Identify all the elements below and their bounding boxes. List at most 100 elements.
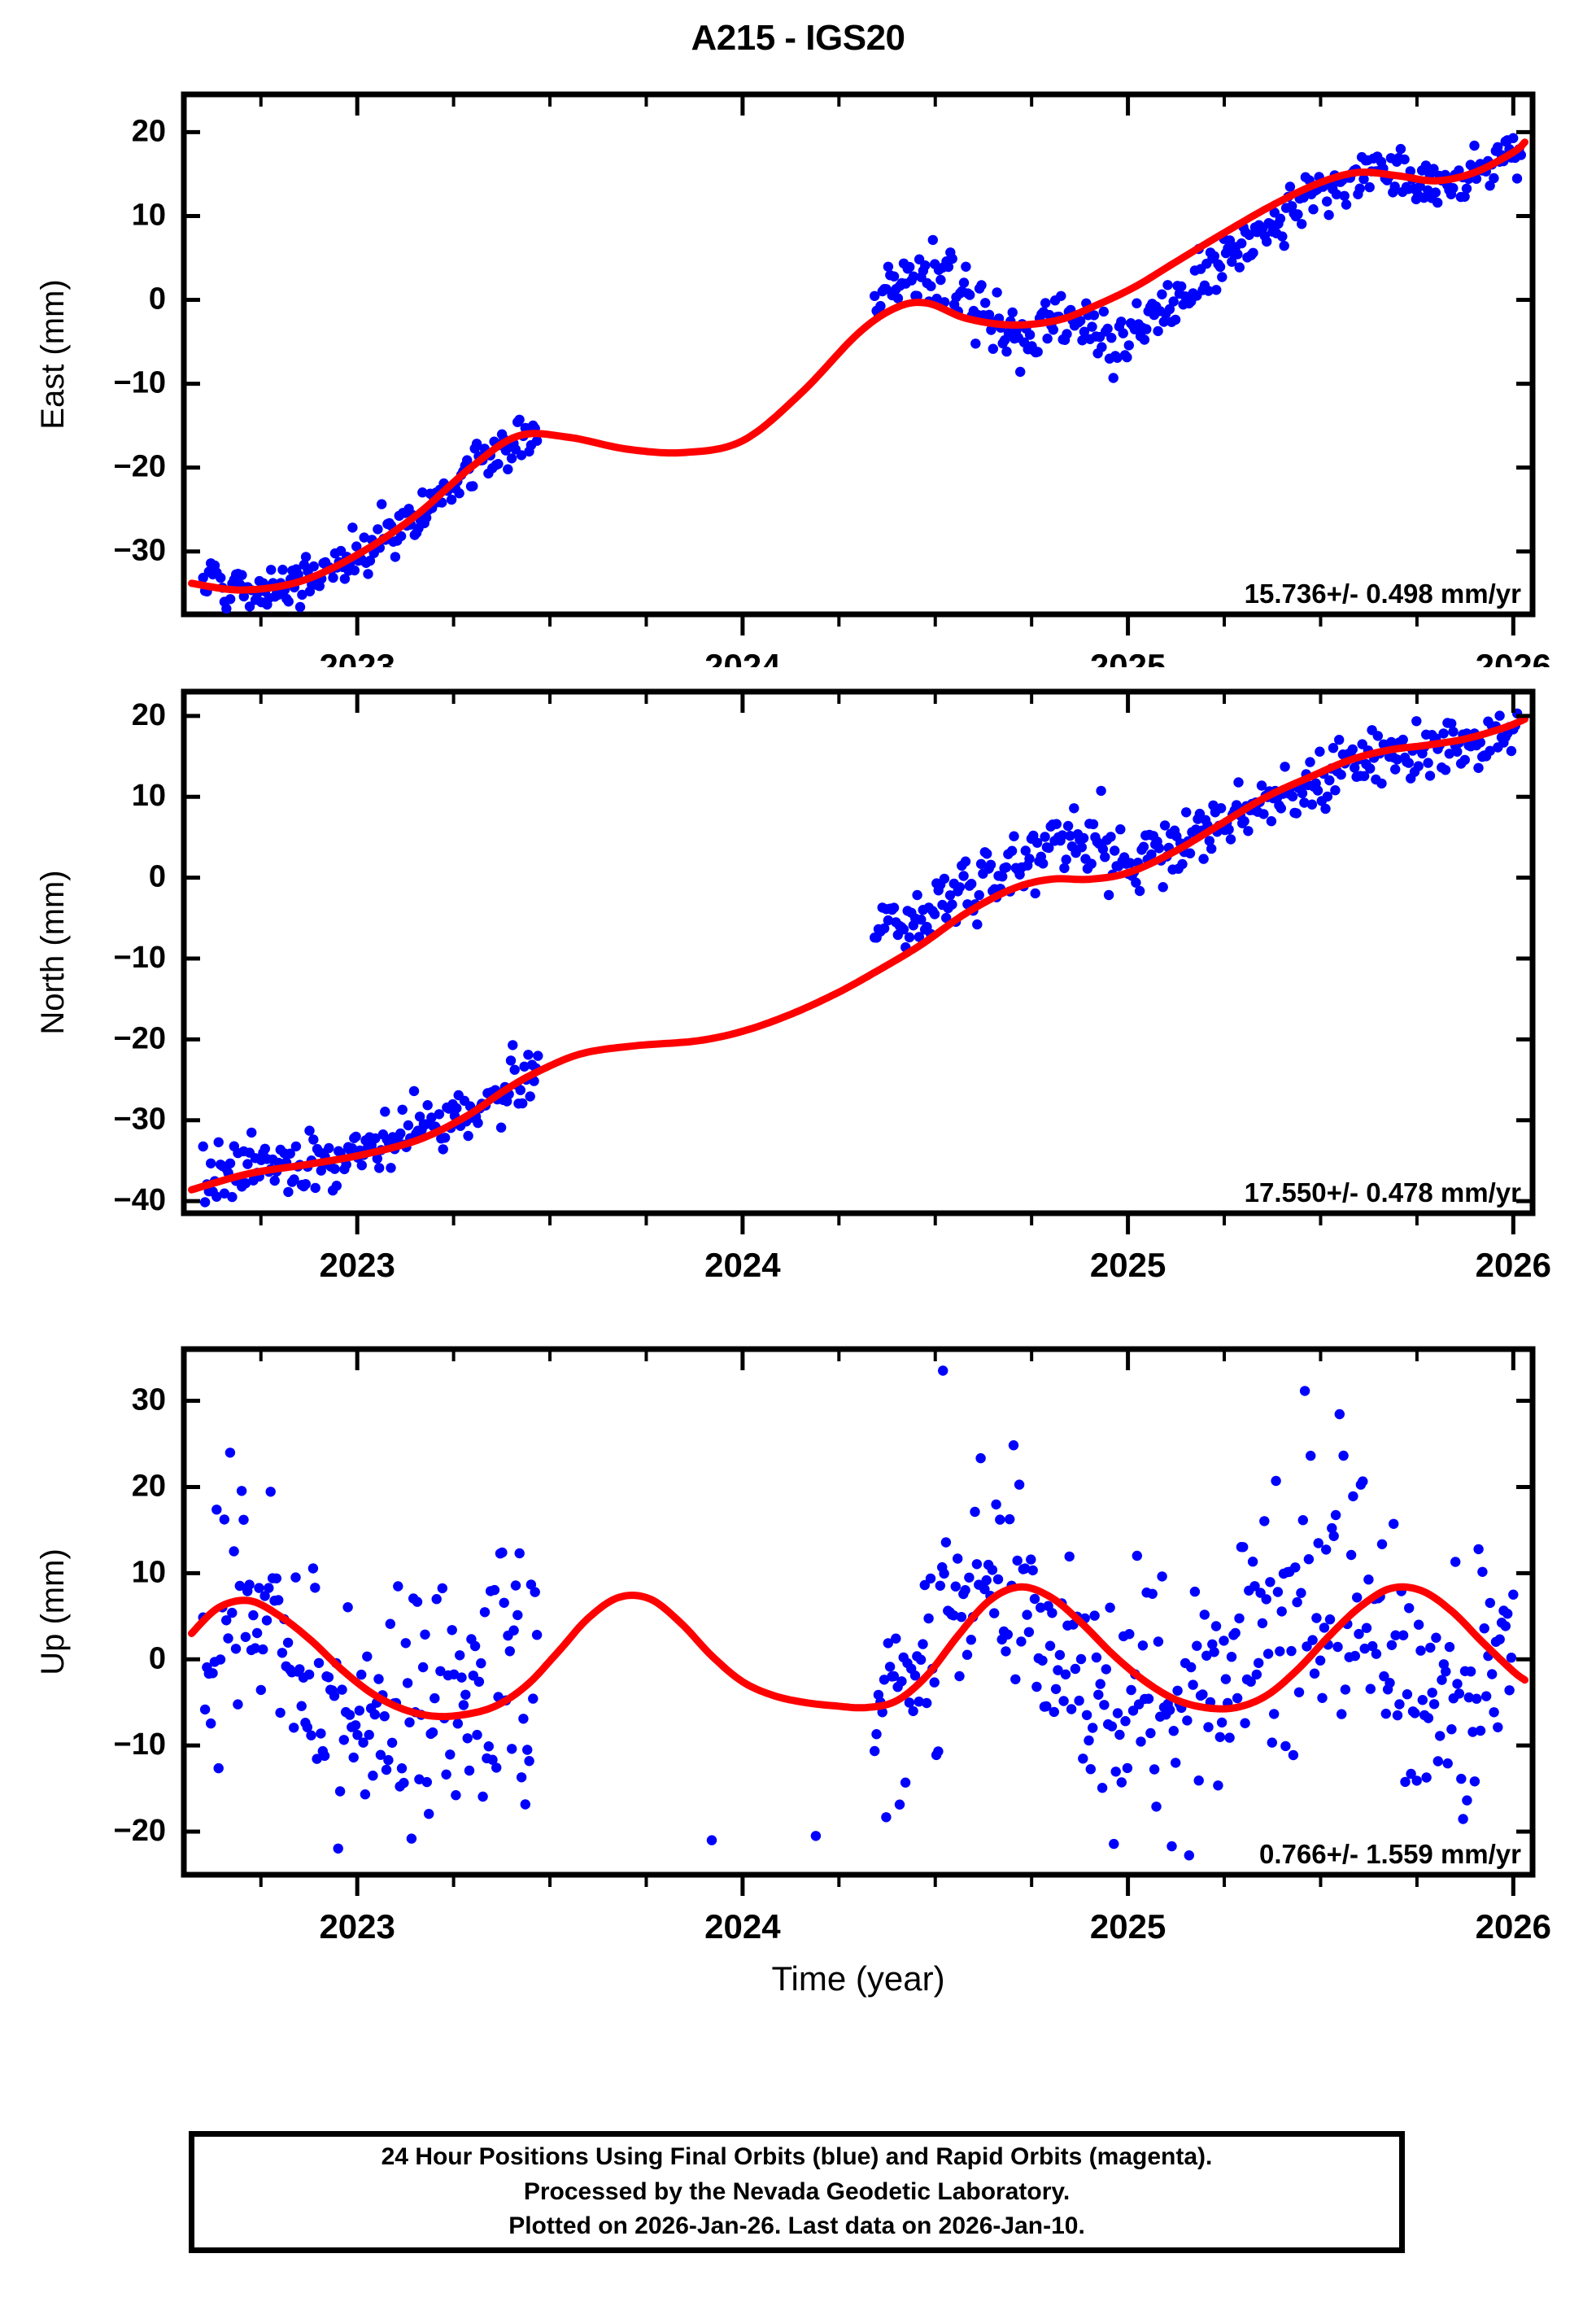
data-point	[1110, 845, 1120, 856]
data-point	[1459, 754, 1471, 766]
data-point	[512, 1609, 523, 1621]
data-point	[1109, 1838, 1119, 1850]
data-point	[1024, 854, 1035, 864]
data-point	[393, 1581, 403, 1592]
data-point	[385, 1618, 395, 1629]
data-point	[1411, 1775, 1422, 1786]
data-point	[406, 1833, 417, 1844]
data-point	[1494, 1634, 1505, 1644]
data-point	[307, 1563, 319, 1574]
data-point	[970, 1506, 980, 1518]
data-point	[987, 1565, 998, 1575]
data-point	[211, 1191, 222, 1202]
data-point	[1317, 1692, 1328, 1703]
data-point	[1494, 710, 1505, 721]
data-point	[1098, 306, 1110, 317]
data-point	[1417, 1695, 1428, 1705]
data-point	[462, 1733, 473, 1744]
data-point	[1172, 1685, 1183, 1696]
data-point	[302, 1722, 312, 1732]
data-point	[530, 1587, 540, 1597]
data-point	[342, 1602, 353, 1613]
panel-north: 20 10 0 −10 −20 −30 −40 2023 2024 2025 2026 North (…	[35, 688, 1551, 1284]
data-point	[1162, 280, 1173, 290]
data-point	[879, 923, 890, 934]
data-point	[1102, 323, 1113, 334]
data-point	[246, 1127, 257, 1138]
data-point	[954, 1671, 965, 1682]
data-point	[1064, 1551, 1075, 1562]
data-point	[334, 1786, 346, 1797]
data-point	[1153, 843, 1165, 854]
data-point	[935, 274, 946, 286]
data-point	[1386, 736, 1397, 748]
data-point	[1272, 1587, 1284, 1597]
data-point	[1239, 816, 1249, 827]
data-point	[1493, 1722, 1503, 1732]
data-point	[519, 1061, 530, 1072]
data-point	[199, 1197, 211, 1208]
data-point	[1364, 181, 1375, 193]
data-point	[929, 1677, 940, 1688]
data-point	[1014, 1479, 1025, 1490]
data-point	[1166, 1841, 1177, 1852]
data-point	[348, 1752, 359, 1763]
data-point	[954, 882, 966, 893]
data-point	[881, 1812, 892, 1823]
data-point	[271, 1573, 281, 1583]
data-point	[308, 1134, 319, 1145]
plot-data-area	[188, 133, 1528, 614]
data-point	[947, 253, 957, 264]
data-point	[1126, 1684, 1136, 1696]
data-point	[417, 487, 428, 498]
data-point	[1354, 1628, 1364, 1640]
data-point	[333, 1843, 343, 1854]
plot-frame	[181, 688, 1536, 1216]
data-point	[374, 1163, 385, 1173]
data-point	[1485, 1597, 1496, 1609]
data-point	[927, 234, 939, 246]
data-point	[514, 414, 525, 425]
data-point	[1247, 1557, 1258, 1567]
data-point	[329, 1691, 340, 1701]
x-tick-label: 2026	[1476, 647, 1551, 667]
data-point	[1171, 1758, 1181, 1768]
data-point	[1220, 1674, 1232, 1684]
data-point	[1108, 373, 1119, 383]
data-point	[294, 601, 306, 613]
data-point	[1116, 1777, 1127, 1788]
data-point	[1203, 286, 1214, 296]
data-point	[439, 1133, 451, 1143]
y-tick-label: −20	[114, 1021, 166, 1055]
data-point	[1339, 190, 1350, 201]
x-tick-label: 2024	[704, 1907, 781, 1946]
data-point	[350, 1720, 361, 1731]
data-point	[1147, 1588, 1158, 1599]
data-point	[1413, 761, 1424, 771]
data-point	[1313, 1538, 1323, 1548]
data-point	[323, 1672, 334, 1683]
data-point	[1376, 778, 1387, 789]
data-point	[956, 1612, 967, 1622]
data-point	[1168, 1726, 1180, 1736]
data-point	[1306, 799, 1318, 810]
data-point	[1423, 758, 1433, 768]
data-point	[1097, 1783, 1108, 1793]
data-point	[1506, 1653, 1517, 1663]
data-point	[285, 1148, 295, 1159]
data-point	[986, 325, 996, 335]
data-point	[1203, 1722, 1214, 1732]
data-point	[491, 1762, 502, 1773]
data-point	[237, 570, 247, 580]
data-point	[1350, 762, 1360, 773]
data-point	[1276, 1606, 1287, 1617]
data-point	[1275, 213, 1286, 224]
data-point	[533, 1050, 543, 1061]
data-point	[454, 488, 464, 499]
data-point	[468, 481, 478, 491]
data-point	[995, 1514, 1005, 1525]
data-point	[352, 1730, 363, 1740]
data-point	[504, 1646, 515, 1657]
data-point	[1051, 819, 1062, 829]
data-point	[337, 1684, 347, 1695]
